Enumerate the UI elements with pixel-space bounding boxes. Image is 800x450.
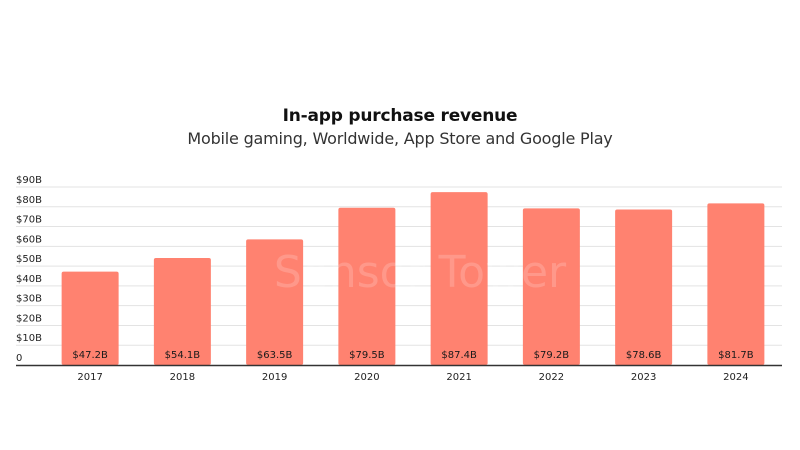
bar-value-labels: $47.2B $54.1B $63.5B $79.5B $87.4B $79.2B $78.… xyxy=(72,350,753,361)
y-tick-label: $70B xyxy=(16,215,42,226)
bar xyxy=(246,239,304,365)
y-tick-label: $30B xyxy=(16,294,42,305)
bar-value-label: $87.4B xyxy=(441,350,477,361)
x-axis-categories: 2017 2018 2019 2020 2021 2022 2023 2024 xyxy=(77,372,748,383)
bar-value-label: $81.7B xyxy=(718,350,754,361)
y-axis-ticks: 0 $10B $20B $30B $40B $50B $60B $70B $80B $90B xyxy=(16,175,42,364)
bar xyxy=(153,258,211,365)
bar-value-label: $47.2B xyxy=(72,350,108,361)
bar-value-label: $63.5B xyxy=(257,350,293,361)
x-category-label: 2023 xyxy=(631,372,656,383)
x-category-label: 2020 xyxy=(354,372,379,383)
bar xyxy=(707,203,765,365)
x-category-label: 2018 xyxy=(170,372,195,383)
chart-title: In-app purchase revenue xyxy=(282,106,518,126)
y-tick-label: $40B xyxy=(16,274,42,285)
bar xyxy=(615,209,673,365)
bar-value-label: $54.1B xyxy=(165,350,201,361)
bar-value-label: $79.5B xyxy=(349,350,385,361)
y-tick-label: $20B xyxy=(16,313,42,324)
x-category-label: 2017 xyxy=(77,372,102,383)
x-category-label: 2021 xyxy=(446,372,471,383)
bar xyxy=(522,208,580,365)
watermark: Sensor Tower xyxy=(274,247,567,298)
watermark-text: Sensor Tower xyxy=(274,247,567,298)
bars xyxy=(61,192,765,365)
y-tick-label: $80B xyxy=(16,195,42,206)
x-category-label: 2022 xyxy=(539,372,564,383)
y-tick-label: $10B xyxy=(16,333,42,344)
bar-value-label: $78.6B xyxy=(626,350,662,361)
bar-value-label: $79.2B xyxy=(534,350,570,361)
chart-subtitle: Mobile gaming, Worldwide, App Store and … xyxy=(187,129,613,148)
y-tick-label: $60B xyxy=(16,234,42,245)
x-category-label: 2024 xyxy=(723,372,748,383)
x-category-label: 2019 xyxy=(262,372,287,383)
bar xyxy=(61,271,119,365)
bar xyxy=(338,207,396,365)
y-tick-label: 0 xyxy=(16,353,22,364)
bar xyxy=(430,192,488,365)
y-tick-label: $90B xyxy=(16,175,42,186)
y-tick-label: $50B xyxy=(16,254,42,265)
